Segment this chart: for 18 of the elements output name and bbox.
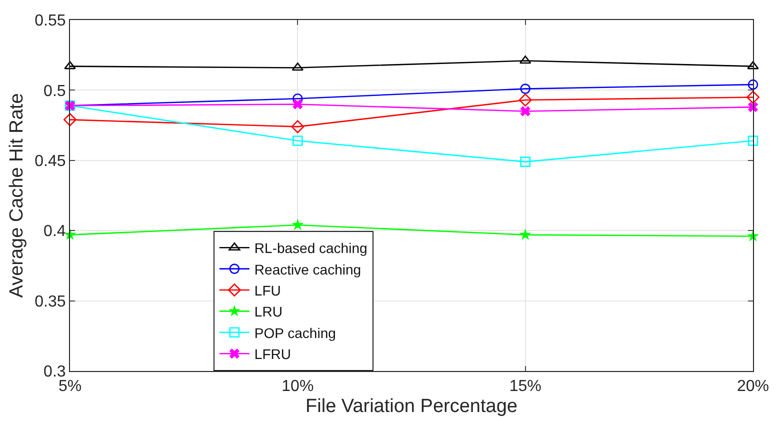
legend-label: LFU <box>254 282 281 298</box>
legend-label: LRU <box>254 304 282 320</box>
y-tick-label: 0.5 <box>44 82 66 100</box>
legend-label: LFRU <box>254 346 291 362</box>
x-tick-label: 15% <box>509 378 542 396</box>
x-tick-label: 10% <box>282 378 314 396</box>
y-tick-label: 0.3 <box>44 364 66 381</box>
legend-label: Reactive caching <box>254 261 362 278</box>
y-tick-label: 0.35 <box>34 293 66 310</box>
x-tick-label: 20% <box>736 378 770 396</box>
y-tick-label: 0.55 <box>34 12 66 30</box>
legend-label: RL-based caching <box>254 240 368 256</box>
x-axis-title: File Variation Percentage <box>306 396 518 417</box>
y-axis-title: Average Cache Hit Rate <box>6 93 28 298</box>
y-tick-label: 0.45 <box>34 153 66 170</box>
y-tick-label: 0.4 <box>44 223 66 240</box>
legend-label: POP caching <box>254 324 336 341</box>
x-tick-label: 5% <box>58 378 82 396</box>
